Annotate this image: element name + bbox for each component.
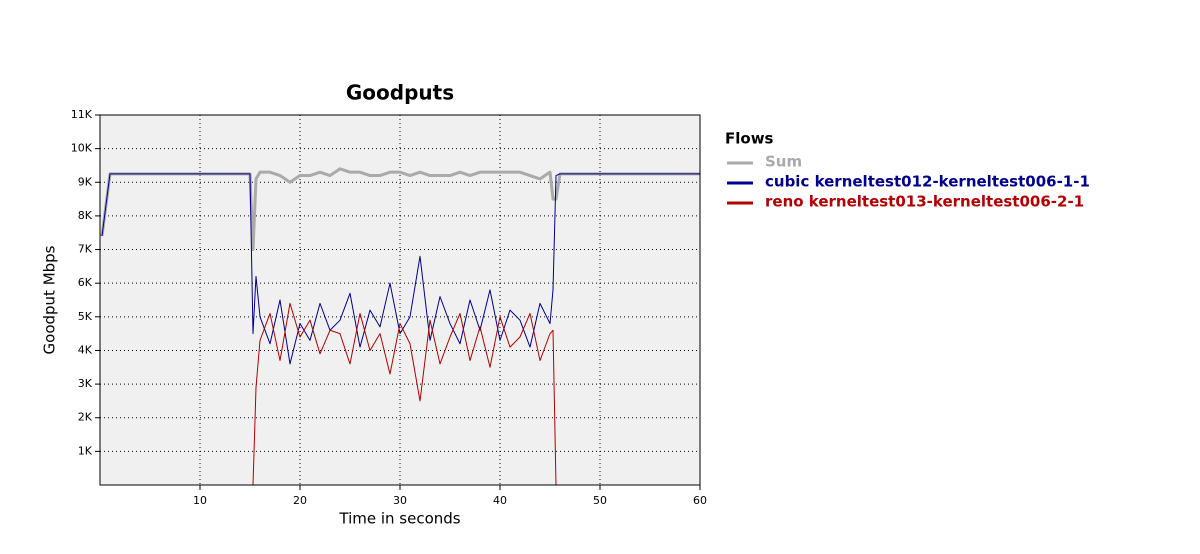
x-axis-label: Time in seconds	[338, 510, 460, 528]
x-tick-label: 60	[693, 494, 707, 507]
legend-label: reno kerneltest013-kerneltest006-2-1	[765, 193, 1084, 211]
y-axis-label: Goodput Mbps	[41, 245, 59, 354]
y-tick-label: 7K	[78, 243, 93, 256]
legend-label: cubic kerneltest012-kerneltest006-1-1	[765, 173, 1090, 191]
legend-label: Sum	[765, 153, 802, 171]
chart-title: Goodputs	[346, 81, 454, 105]
y-tick-label: 1K	[78, 444, 93, 457]
y-tick-label: 4K	[78, 343, 93, 356]
x-tick-label: 40	[493, 494, 507, 507]
x-tick-label: 30	[393, 494, 407, 507]
y-tick-label: 3K	[78, 377, 93, 390]
x-tick-label: 10	[193, 494, 207, 507]
y-tick-label: 8K	[78, 209, 93, 222]
y-tick-label: 5K	[78, 310, 93, 323]
x-tick-label: 20	[293, 494, 307, 507]
y-tick-label: 2K	[78, 411, 93, 424]
y-tick-label: 11K	[71, 108, 93, 121]
series-line	[101, 173, 700, 365]
y-tick-label: 10K	[71, 142, 93, 155]
y-tick-label: 9K	[78, 175, 93, 188]
x-tick-label: 50	[593, 494, 607, 507]
y-tick-label: 6K	[78, 276, 93, 289]
legend-title: Flows	[725, 130, 774, 148]
